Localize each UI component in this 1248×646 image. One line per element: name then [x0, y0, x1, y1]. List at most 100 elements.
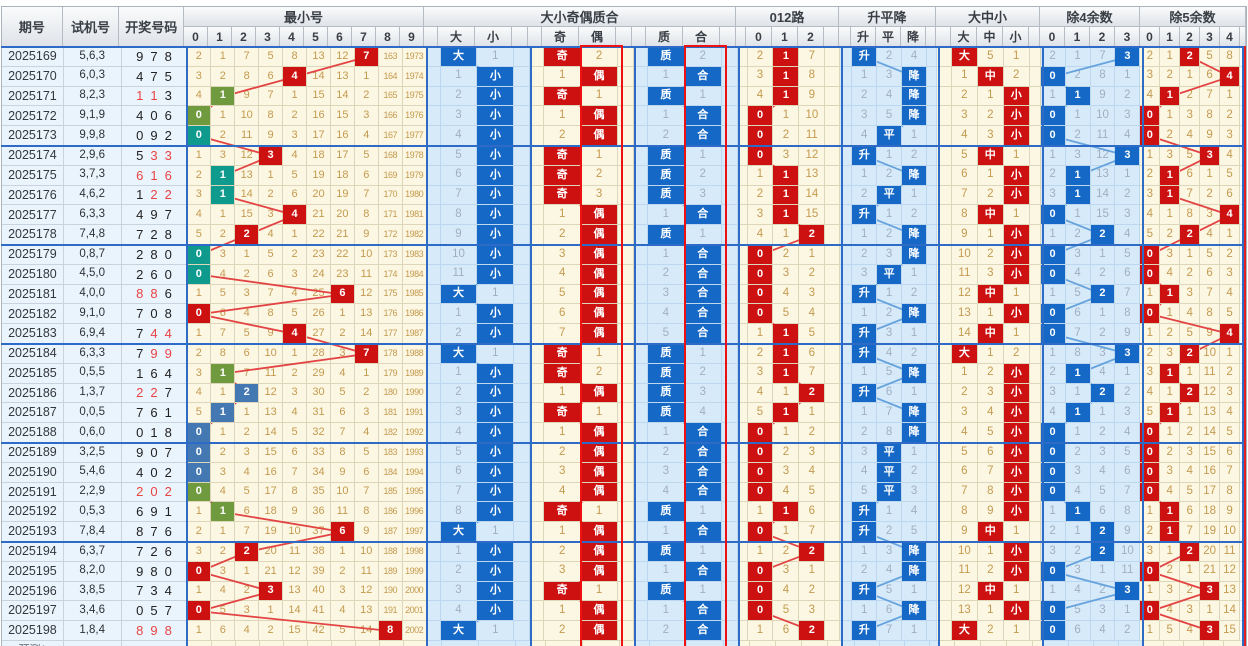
miss-count-cell: 1: [1065, 383, 1091, 404]
table-row: 2025198 1,8,4 8 9 8 1 6 4 2 15 42 5 14 8 2002 大 1 2 偶 2 合 1 6 2…: [2, 621, 1247, 641]
spacer-cell: [737, 621, 748, 641]
spacer-cell: [1029, 541, 1041, 562]
miss-count-cell: 4: [235, 462, 260, 483]
miss-count-cell: 2: [283, 363, 307, 384]
hit-cell: 小: [1003, 561, 1030, 582]
miss-count-cell: 41: [307, 601, 331, 622]
miss-count-cell: 1: [1040, 86, 1066, 107]
miss-count-cell: 3: [902, 482, 927, 503]
draw-digit: 3: [164, 147, 172, 163]
miss-count-cell: 7: [354, 185, 379, 206]
period-cell: 2025170: [2, 66, 64, 87]
footer-cell: [212, 640, 236, 646]
footer-cell: [740, 640, 750, 646]
period-cell: 2025177: [2, 205, 64, 226]
miss-count-cell: 4: [187, 205, 212, 226]
miss-count-cell: 1: [647, 601, 685, 622]
miss-count-cell: 1: [544, 205, 582, 226]
footer-cell: [1119, 640, 1144, 646]
spacer-cell: [514, 205, 531, 226]
miss-count-cell: 2: [951, 86, 978, 107]
period-cell: 2025172: [2, 106, 64, 127]
miss-count-cell: 11: [951, 264, 978, 285]
hit-cell: 小: [477, 502, 515, 523]
test-number-cell: 3,8,5: [63, 581, 122, 602]
spacer-cell: [825, 601, 841, 622]
miss-count-cell: 1: [211, 522, 236, 542]
miss-count-cell: 3: [544, 561, 582, 582]
draw-digit: 0: [150, 464, 158, 480]
footer-cell: [260, 640, 284, 646]
miss-count-cell: 6: [354, 462, 379, 483]
miss-count-cell: 4: [1065, 581, 1091, 602]
spacer-cell: [737, 403, 748, 424]
footer-cell: [843, 640, 855, 646]
hit-cell: 0: [187, 264, 212, 285]
miss-count-cell: 2: [902, 462, 927, 483]
miss-count-cell: 2: [235, 423, 260, 443]
miss-count-cell: 2: [1040, 47, 1066, 67]
miss-count-cell: 5: [852, 482, 878, 503]
hit-cell: 0: [187, 482, 212, 503]
hit-cell: 奇: [544, 363, 582, 384]
miss-count-cell: 11: [1220, 541, 1241, 562]
miss-count-cell: 3: [283, 264, 307, 285]
miss-count-cell: 1: [1003, 581, 1030, 602]
miss-count-cell: 1: [1065, 106, 1091, 127]
miss-count-cell: 3: [1220, 264, 1241, 285]
miss-count-cell: 3: [951, 403, 978, 424]
miss-count-cell: 3: [211, 561, 236, 582]
hit-cell: 4: [283, 205, 307, 226]
miss-count-cell: 4: [235, 304, 260, 325]
miss-count-cell: 3: [773, 561, 800, 582]
miss-count-cell: 2: [1160, 66, 1181, 87]
miss-count-cell: 1: [1090, 304, 1116, 325]
header-spacer: [512, 27, 528, 47]
miss-count-cell: 1: [1090, 561, 1116, 582]
test-number-column-header: 试机号: [62, 7, 120, 47]
miss-count-cell: 1: [852, 601, 878, 622]
miss-count-cell: 3: [1160, 581, 1181, 602]
hit-cell: 小: [477, 264, 515, 285]
miss-count-cell: 3: [1065, 462, 1091, 483]
miss-count-cell: 178: [378, 343, 403, 364]
spacer-cell: [530, 324, 545, 344]
hit-cell: 2: [799, 621, 826, 641]
draw-digit: 8: [136, 524, 144, 540]
hit-cell: 2: [1090, 522, 1116, 542]
hit-cell: 1: [1160, 502, 1181, 523]
draw-digit: 5: [150, 603, 158, 619]
spacer-cell: [936, 581, 952, 602]
miss-count-cell: 1: [1180, 244, 1201, 265]
footer-cell: [236, 640, 260, 646]
spacer-cell: [825, 165, 841, 186]
miss-count-cell: 3: [773, 264, 800, 285]
spacer-cell: [514, 264, 531, 285]
miss-count-cell: 5: [877, 581, 903, 602]
miss-count-cell: 9: [1200, 324, 1221, 344]
spacer-cell: [840, 482, 853, 503]
miss-count-cell: 4: [187, 86, 212, 107]
miss-count-cell: 2: [1115, 621, 1141, 641]
hit-cell: 2: [235, 225, 260, 245]
hit-cell: 升: [852, 383, 878, 404]
miss-count-cell: 4: [852, 462, 878, 483]
spacer-cell: [514, 482, 531, 503]
miss-count-cell: 6: [877, 383, 903, 404]
spacer-cell: [426, 205, 441, 226]
spacer-cell: [927, 462, 937, 483]
miss-count-cell: 8: [211, 343, 236, 364]
miss-count-cell: 4: [1180, 126, 1201, 146]
draw-digit: 4: [136, 108, 144, 124]
miss-count-cell: 1: [902, 185, 927, 206]
spacer-cell: [936, 383, 952, 404]
miss-count-cell: 4: [902, 47, 927, 67]
miss-count-cell: 9: [259, 324, 284, 344]
miss-count-cell: 1980: [402, 185, 427, 206]
spacer-cell: [514, 423, 531, 443]
miss-count-cell: 2: [235, 264, 260, 285]
